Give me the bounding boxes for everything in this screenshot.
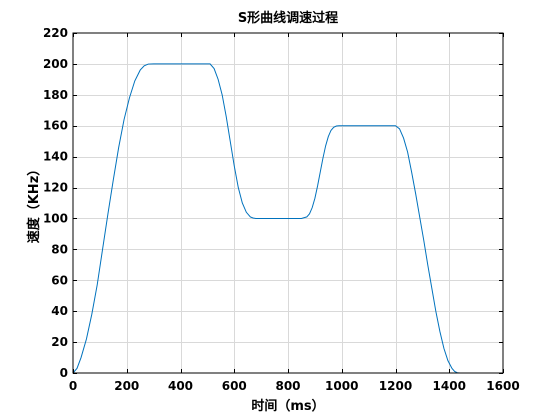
x-tick-label: 400 [168, 379, 193, 393]
y-tick-label: 160 [43, 119, 68, 133]
y-tick-label: 80 [51, 242, 68, 256]
chart-title: S形曲线调速过程 [238, 10, 338, 26]
x-tick-label: 1600 [486, 379, 519, 393]
y-tick-label: 20 [51, 335, 68, 349]
plot-area: 0 200 400 600 800 1000 1200 1400 1600 0 20 40 60 80 10… [43, 26, 520, 393]
y-tick-label: 120 [43, 181, 68, 195]
x-tick-label: 0 [69, 379, 77, 393]
y-axis-title: 速度（KHz） [26, 163, 42, 244]
x-tick-label: 1000 [325, 379, 358, 393]
y-tick-label: 220 [43, 26, 68, 40]
x-tick-label: 1400 [433, 379, 466, 393]
y-tick-label: 100 [43, 211, 68, 225]
y-tick-label: 200 [43, 57, 68, 71]
y-tick-label: 60 [51, 273, 68, 287]
x-tick-label: 800 [275, 379, 300, 393]
ticks: 0 200 400 600 800 1000 1200 1400 1600 0 20 40 60 80 10… [43, 26, 520, 393]
y-tick-label: 140 [43, 150, 68, 164]
speed-curve-line [72, 63, 461, 374]
x-tick-label: 600 [222, 379, 247, 393]
y-tick-label: 0 [60, 366, 68, 380]
y-tick-label: 180 [43, 88, 68, 102]
x-tick-label: 1200 [379, 379, 412, 393]
y-tick-label: 40 [51, 304, 68, 318]
x-axis-title: 时间（ms） [251, 398, 324, 414]
x-tick-label: 200 [114, 379, 139, 393]
